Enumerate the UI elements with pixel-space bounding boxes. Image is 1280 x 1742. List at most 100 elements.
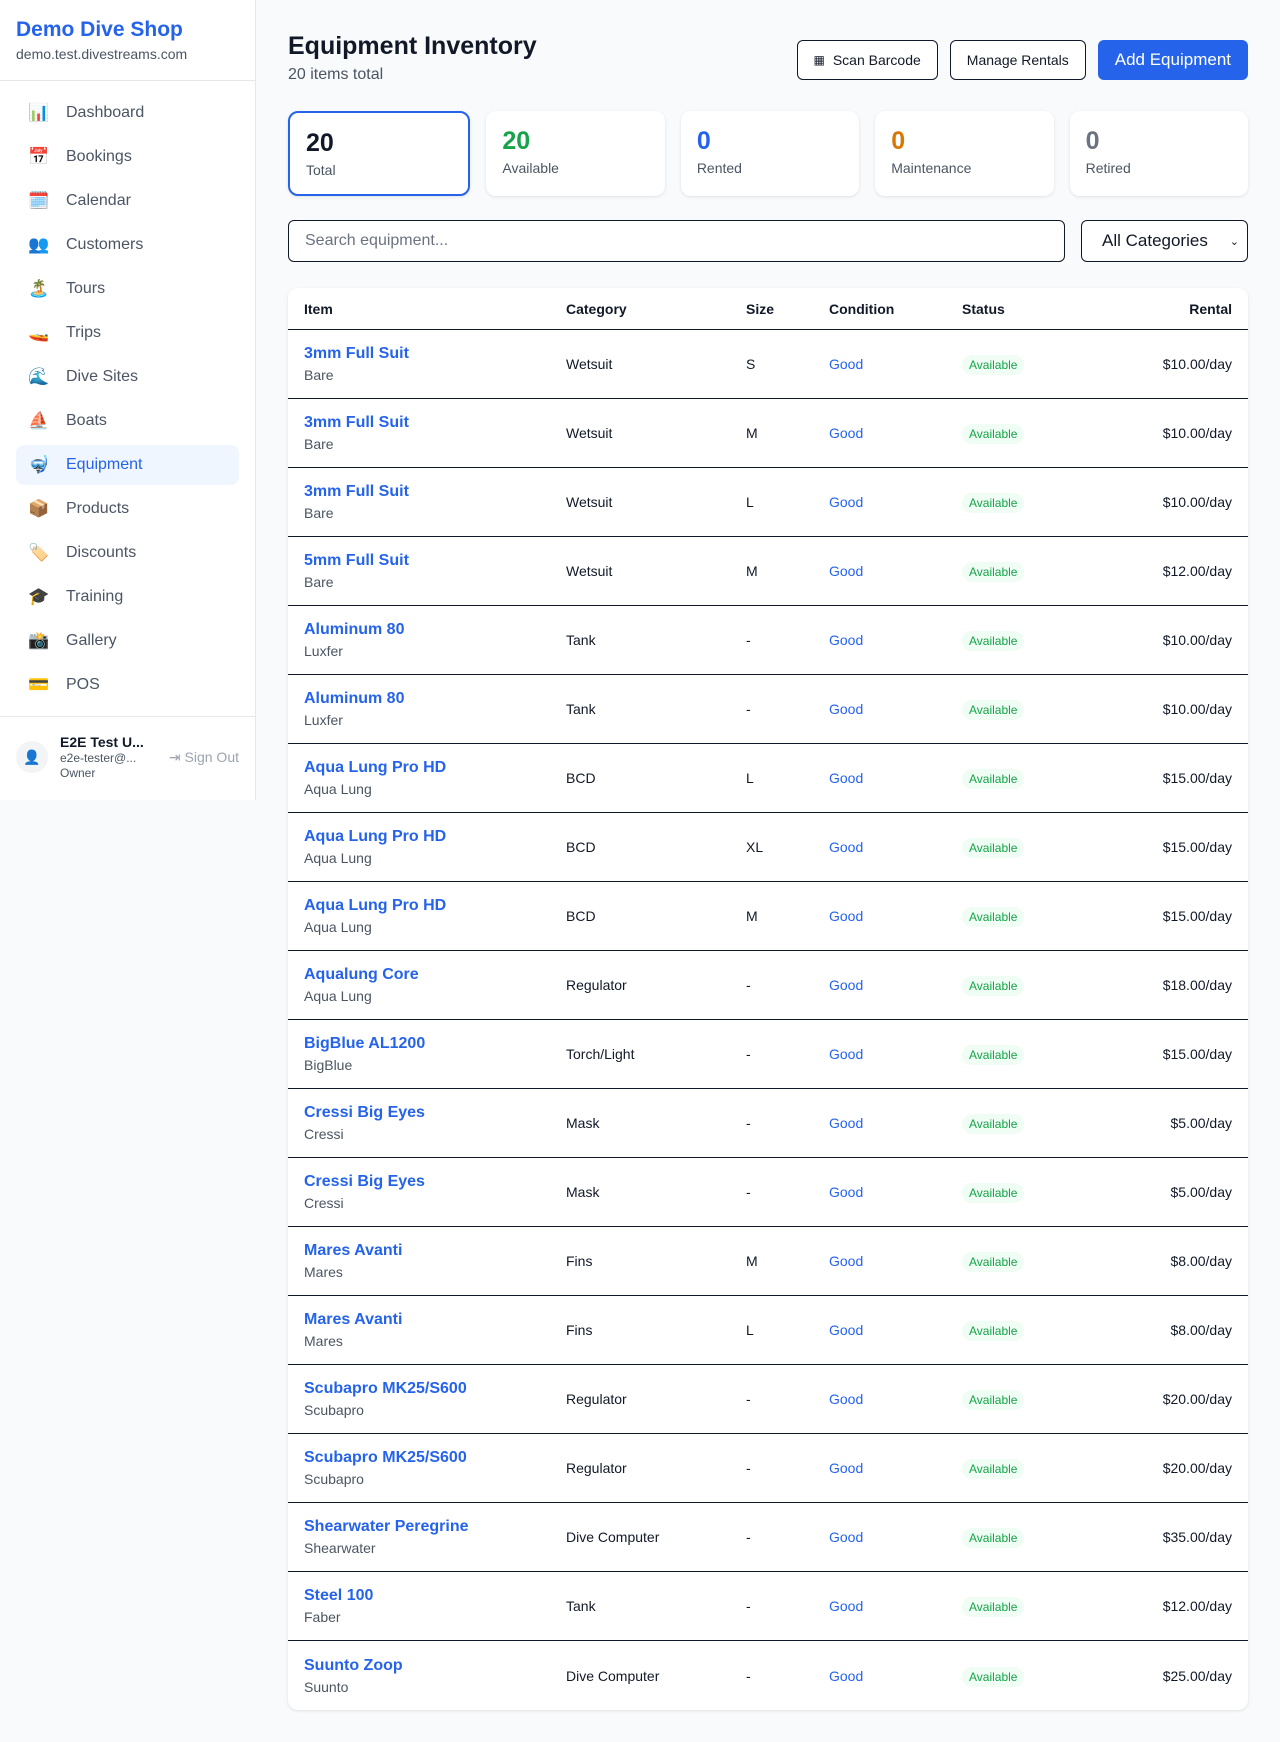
sidebar-item-dive-sites[interactable]: 🌊 Dive Sites: [16, 357, 239, 397]
status-badge: Available: [962, 1252, 1025, 1272]
sidebar-item-trips[interactable]: 🚤 Trips: [16, 313, 239, 353]
item-category: Torch/Light: [566, 1046, 635, 1062]
user-email: e2e-tester@...: [60, 751, 137, 765]
item-name-link[interactable]: Aqua Lung Pro HD: [304, 897, 447, 914]
item-size: L: [746, 770, 754, 786]
item-name-link[interactable]: 3mm Full Suit: [304, 345, 409, 362]
item-name-link[interactable]: BigBlue AL1200: [304, 1035, 426, 1052]
item-name-link[interactable]: 5mm Full Suit: [304, 552, 409, 569]
item-name-link[interactable]: Aqua Lung Pro HD: [304, 828, 447, 845]
item-category: Regulator: [566, 1391, 627, 1407]
stat-value: 20: [502, 127, 531, 155]
chevron-down-icon: ⌄: [1229, 235, 1239, 248]
item-rental-price: $10.00/day: [1162, 494, 1232, 510]
item-size: -: [746, 1391, 751, 1407]
item-name-link[interactable]: Steel 100: [304, 1587, 374, 1604]
sidebar-item-training[interactable]: 🎓 Training: [16, 577, 239, 617]
dashboard-icon: 📊: [28, 103, 50, 122]
sidebar-item-label: Trips: [66, 324, 101, 341]
category-select[interactable]: All Categories ⌄: [1081, 220, 1248, 262]
sidebar-item-customers[interactable]: 👥 Customers: [16, 225, 239, 265]
sidebar-item-boats[interactable]: ⛵ Boats: [16, 401, 239, 441]
status-badge: Available: [962, 1597, 1025, 1617]
stat-card-maintenance[interactable]: 0 Maintenance: [875, 111, 1054, 196]
sidebar-item-equipment[interactable]: 🤿 Equipment: [16, 445, 239, 485]
item-name-link[interactable]: Aluminum 80: [304, 690, 405, 707]
item-brand: Bare: [304, 436, 334, 452]
sidebar-nav: 📊 Dashboard 📅 Bookings 🗓️ Calendar 👥 Customers 🏝…: [0, 81, 255, 721]
item-size: -: [746, 1529, 751, 1545]
sidebar-item-pos[interactable]: 💳 POS: [16, 665, 239, 705]
item-rental-price: $20.00/day: [1162, 1460, 1232, 1476]
stat-value: 0: [1085, 127, 1100, 155]
search-input[interactable]: [288, 220, 1065, 262]
sidebar-item-discounts[interactable]: 🏷️ Discounts: [16, 533, 239, 573]
status-badge: Available: [962, 1183, 1025, 1203]
user-icon: 👤: [16, 741, 48, 773]
item-name-link[interactable]: Scubapro MK25/S600: [304, 1380, 467, 1397]
item-name-link[interactable]: Aqualung Core: [304, 966, 419, 983]
item-name-link[interactable]: 3mm Full Suit: [304, 483, 409, 500]
item-rental-price: $12.00/day: [1162, 563, 1232, 579]
status-badge: Available: [962, 1321, 1025, 1341]
item-name-link[interactable]: Cressi Big Eyes: [304, 1173, 425, 1190]
item-name-link[interactable]: Mares Avanti: [304, 1242, 403, 1259]
item-category: Fins: [566, 1322, 593, 1338]
equipment-table: Item Category Size Condition Status Rental 3m…: [288, 288, 1248, 1710]
stat-card-retired[interactable]: 0 Retired: [1069, 111, 1249, 196]
item-name-link[interactable]: Aqua Lung Pro HD: [304, 759, 447, 776]
add-equipment-button[interactable]: Add Equipment: [1097, 40, 1248, 80]
item-category: Fins: [566, 1253, 593, 1269]
item-condition: Good: [829, 770, 864, 786]
item-size: L: [746, 1322, 754, 1338]
sidebar-item-bookings[interactable]: 📅 Bookings: [16, 137, 239, 177]
sidebar-item-calendar[interactable]: 🗓️ Calendar: [16, 181, 239, 221]
item-name-link[interactable]: Mares Avanti: [304, 1311, 403, 1328]
status-badge: Available: [962, 562, 1025, 582]
brand-domain: demo.test.divestreams.com: [16, 46, 188, 62]
item-condition: Good: [829, 1391, 864, 1407]
stat-label: Maintenance: [891, 160, 972, 176]
item-size: -: [746, 701, 751, 717]
item-name-link[interactable]: Suunto Zoop: [304, 1656, 403, 1674]
item-condition: Good: [829, 632, 864, 648]
table-row: Shearwater Peregrine Shearwater Dive Comp…: [288, 1503, 1248, 1572]
stat-card-total[interactable]: 20 Total: [288, 111, 471, 196]
stat-card-available[interactable]: 20 Available: [486, 111, 665, 196]
sign-out-button[interactable]: ⇥ Sign Out: [169, 749, 239, 766]
item-brand: Aqua Lung: [304, 781, 372, 797]
table-row: Mares Avanti Mares Fins L Good Available …: [288, 1296, 1248, 1365]
item-name-link[interactable]: Shearwater Peregrine: [304, 1518, 469, 1535]
item-name-link[interactable]: Scubapro MK25/S600: [304, 1449, 467, 1466]
table-row: Aqua Lung Pro HD Aqua Lung BCD XL Good Av…: [288, 813, 1248, 882]
tours-icon: 🏝️: [28, 279, 50, 298]
item-size: -: [746, 1667, 751, 1684]
brand-name[interactable]: Demo Dive Shop: [16, 18, 183, 41]
status-badge: Available: [962, 631, 1025, 651]
item-rental-price: $25.00/day: [1162, 1667, 1232, 1684]
stat-card-rented[interactable]: 0 Rented: [680, 111, 860, 196]
sidebar-item-products[interactable]: 📦 Products: [16, 489, 239, 529]
item-condition: Good: [829, 1598, 864, 1614]
item-category: Wetsuit: [566, 425, 613, 441]
sidebar-item-tours[interactable]: 🏝️ Tours: [16, 269, 239, 309]
item-brand: Faber: [304, 1609, 341, 1625]
item-rental-price: $5.00/day: [1170, 1184, 1233, 1200]
manage-rentals-button[interactable]: Manage Rentals: [949, 40, 1086, 80]
item-name-link[interactable]: Cressi Big Eyes: [304, 1104, 425, 1121]
table-row: Steel 100 Faber Tank - Good Available $12…: [288, 1572, 1248, 1641]
sidebar-item-label: Equipment: [66, 456, 143, 473]
stat-label: Available: [502, 160, 559, 176]
qr-code-icon: ▦: [813, 53, 825, 67]
scan-barcode-button[interactable]: ▦ Scan Barcode: [796, 40, 938, 80]
item-rental-price: $8.00/day: [1170, 1253, 1233, 1269]
pos-icon: 💳: [28, 675, 50, 694]
item-category: Dive Computer: [566, 1529, 660, 1545]
stat-value: 0: [891, 127, 906, 155]
sidebar-item-dashboard[interactable]: 📊 Dashboard: [16, 93, 239, 133]
item-name-link[interactable]: Aluminum 80: [304, 621, 405, 638]
sidebar-item-gallery[interactable]: 📸 Gallery: [16, 621, 239, 661]
status-badge: Available: [962, 769, 1025, 789]
item-brand: Cressi: [304, 1195, 344, 1211]
item-name-link[interactable]: 3mm Full Suit: [304, 414, 409, 431]
